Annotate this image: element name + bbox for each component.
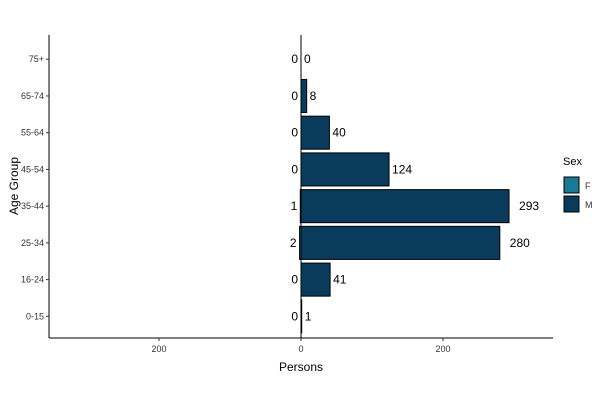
- legend-label-f: F: [585, 181, 591, 191]
- data-label-m-0-15: 1: [305, 309, 312, 323]
- x-tick-label: 200: [435, 344, 450, 354]
- data-label-m-25-34: 280: [510, 236, 530, 250]
- bar-m-25-34: [300, 225, 501, 260]
- y-tick-label: 55-64: [21, 128, 44, 138]
- y-tick-label: 16-24: [21, 275, 44, 285]
- data-label-m-75+: 0: [304, 52, 311, 66]
- bar-m-16-24: [300, 262, 331, 297]
- y-tick-label: 45-54: [21, 164, 44, 174]
- bar-m-45-54: [300, 152, 390, 187]
- legend-label-m: M: [585, 200, 593, 210]
- x-axis-ticks: 200 0 200: [151, 338, 451, 354]
- data-label-f-55-64: 0: [291, 126, 298, 140]
- bar-m-35-44: [300, 189, 510, 224]
- x-axis-title: Persons: [279, 360, 323, 374]
- data-label-f-35-44: 1: [291, 199, 298, 213]
- y-tick-label: 75+: [29, 54, 44, 64]
- data-label-f-65-74: 0: [291, 89, 298, 103]
- x-tick-label: 0: [298, 344, 303, 354]
- data-label-f-45-54: 0: [291, 162, 298, 176]
- data-label-f-16-24: 0: [291, 273, 298, 287]
- y-axis-ticks: 0-15 16-24 25-34 35-44 45-54 55-64 65-74 75+: [21, 54, 49, 321]
- y-tick-label: 65-74: [21, 91, 44, 101]
- bar-m-65-74: [300, 78, 308, 113]
- legend: Sex FM: [563, 156, 593, 213]
- data-label-m-45-54: 124: [392, 162, 412, 176]
- data-label-m-65-74: 8: [310, 89, 317, 103]
- data-label-f-75+: 0: [291, 52, 298, 66]
- y-tick-label: 0-15: [26, 311, 44, 321]
- x-tick-label: 200: [151, 344, 166, 354]
- bar-m-55-64: [300, 115, 330, 150]
- data-label-f-25-34: 2: [290, 236, 297, 250]
- legend-swatch-f: [563, 176, 580, 194]
- legend-items: FM: [563, 176, 593, 213]
- legend-title: Sex: [563, 156, 582, 168]
- y-tick-label: 25-34: [21, 238, 44, 248]
- legend-swatch-m: [563, 195, 580, 213]
- bars-layer: [299, 78, 510, 334]
- y-tick-label: 35-44: [21, 201, 44, 211]
- data-label-m-16-24: 41: [333, 273, 347, 287]
- y-axis-title: Age Group: [7, 157, 21, 215]
- data-label-f-0-15: 0: [291, 309, 298, 323]
- data-label-m-55-64: 40: [332, 126, 346, 140]
- data-label-m-35-44: 293: [519, 199, 539, 213]
